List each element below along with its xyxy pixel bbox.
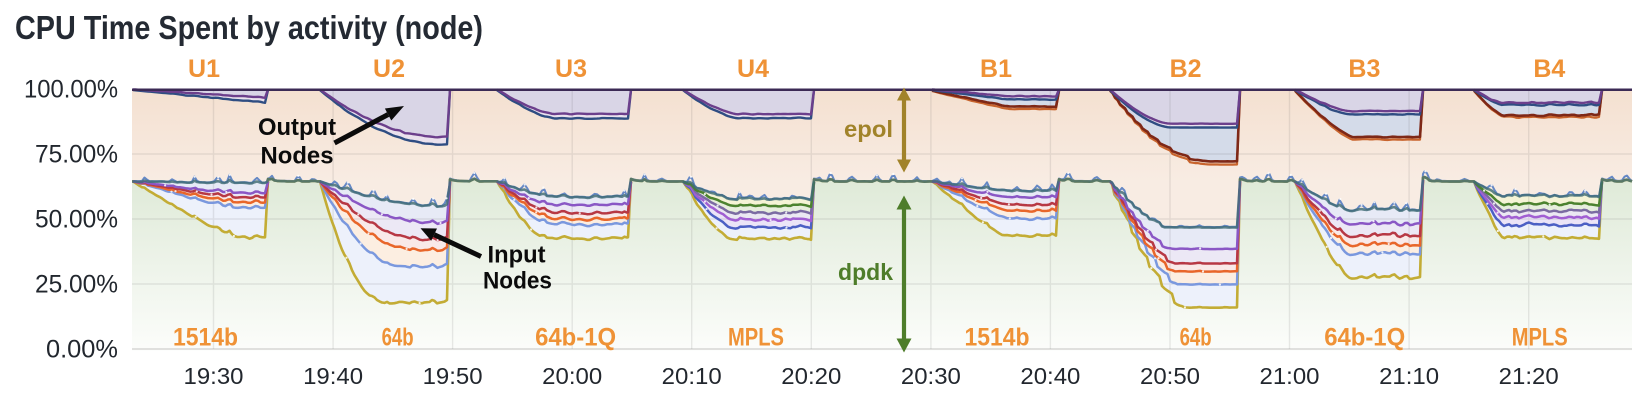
svg-text:21:20: 21:20 bbox=[1499, 363, 1559, 389]
svg-text:B4: B4 bbox=[1533, 55, 1565, 83]
svg-text:dpdk: dpdk bbox=[838, 259, 893, 285]
svg-text:21:10: 21:10 bbox=[1379, 363, 1439, 389]
svg-text:20:40: 20:40 bbox=[1020, 363, 1080, 389]
svg-text:1514b: 1514b bbox=[173, 324, 238, 352]
svg-text:75.00%: 75.00% bbox=[35, 141, 118, 169]
svg-text:U4: U4 bbox=[737, 55, 769, 83]
svg-text:Input: Input bbox=[488, 242, 546, 269]
svg-text:20:10: 20:10 bbox=[662, 363, 722, 389]
svg-text:20:00: 20:00 bbox=[542, 363, 602, 389]
svg-text:Nodes: Nodes bbox=[261, 143, 334, 170]
svg-text:25.00%: 25.00% bbox=[35, 271, 118, 299]
svg-text:U1: U1 bbox=[188, 55, 220, 83]
svg-text:0.00%: 0.00% bbox=[46, 336, 118, 364]
svg-text:64b: 64b bbox=[1180, 324, 1212, 352]
svg-text:19:40: 19:40 bbox=[303, 363, 363, 389]
svg-text:100.00%: 100.00% bbox=[24, 76, 118, 104]
svg-text:20:50: 20:50 bbox=[1140, 363, 1200, 389]
svg-text:CPU Time Spent by activity (no: CPU Time Spent by activity (node) bbox=[15, 9, 483, 46]
svg-text:19:50: 19:50 bbox=[423, 363, 483, 389]
svg-text:20:30: 20:30 bbox=[901, 363, 961, 389]
svg-text:20:20: 20:20 bbox=[781, 363, 841, 389]
svg-text:50.00%: 50.00% bbox=[35, 206, 118, 234]
svg-text:B2: B2 bbox=[1170, 55, 1202, 83]
svg-text:Nodes: Nodes bbox=[483, 268, 552, 295]
svg-text:U2: U2 bbox=[373, 55, 405, 83]
svg-text:64b-1Q: 64b-1Q bbox=[535, 324, 616, 352]
svg-text:19:30: 19:30 bbox=[184, 363, 244, 389]
svg-text:B3: B3 bbox=[1348, 55, 1380, 83]
svg-text:1514b: 1514b bbox=[965, 324, 1030, 352]
svg-text:epol: epol bbox=[844, 116, 893, 142]
svg-text:64b: 64b bbox=[382, 324, 414, 352]
svg-text:MPLS: MPLS bbox=[728, 324, 784, 352]
svg-text:Output: Output bbox=[258, 114, 336, 141]
svg-text:MPLS: MPLS bbox=[1512, 324, 1568, 352]
svg-text:U3: U3 bbox=[555, 55, 587, 83]
svg-text:B1: B1 bbox=[980, 55, 1012, 83]
svg-text:64b-1Q: 64b-1Q bbox=[1324, 324, 1405, 352]
svg-text:21:00: 21:00 bbox=[1260, 363, 1320, 389]
